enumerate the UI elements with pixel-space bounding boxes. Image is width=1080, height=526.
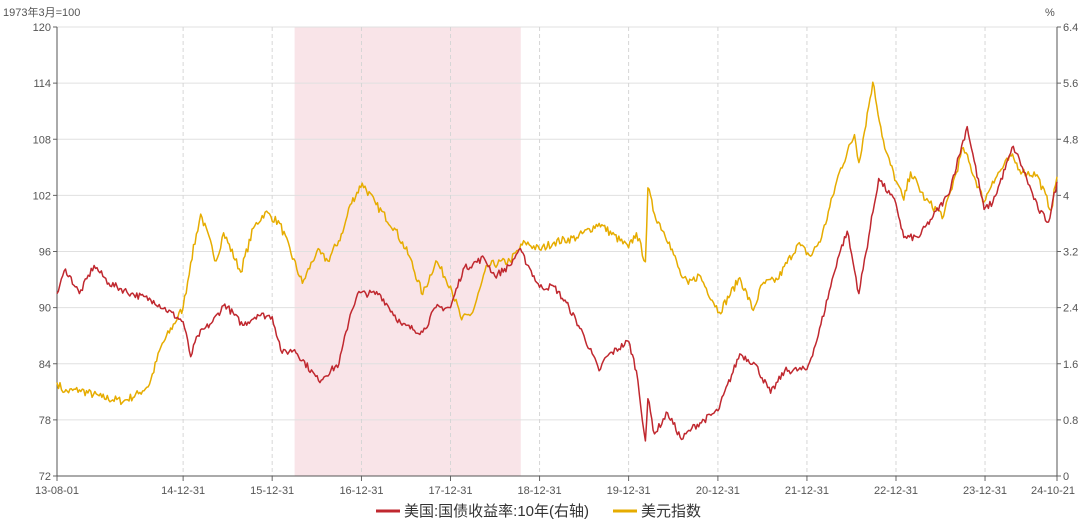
left-tick-label: 84 (39, 359, 51, 371)
series-lines (56, 81, 1058, 442)
left-tick-label: 78 (39, 415, 51, 427)
x-tick-label: 21-12-31 (785, 485, 829, 497)
left-tick-label: 96 (39, 247, 51, 259)
right-tick-label: 5.6 (1063, 78, 1078, 90)
right-tick-label: 4.8 (1063, 134, 1078, 146)
left-axis-unit: 1973年3月=100 (3, 5, 80, 19)
left-tick-label: 102 (33, 190, 51, 202)
legend-label-dollar-index: 美元指数 (641, 503, 701, 520)
right-tick-label: 2.4 (1063, 303, 1078, 315)
left-tick-label: 120 (33, 22, 51, 34)
x-axis-tick-labels: 13-08-01 14-12-31 15-12-31 16-12-31 17-12-31… (35, 485, 1075, 497)
right-tick-label: 3.2 (1063, 247, 1078, 259)
x-tick-label: 20-12-31 (696, 485, 740, 497)
left-tick-label: 114 (33, 78, 51, 90)
right-tick-label: 1.6 (1063, 359, 1078, 371)
x-tick-label: 23-12-31 (963, 485, 1007, 497)
right-tick-label: 0.8 (1063, 415, 1078, 427)
left-tick-label: 90 (39, 303, 51, 315)
series-line-dollar-index (56, 81, 1058, 406)
legend-item-treasury-yield[interactable]: 美国:国债收益率:10年(右轴) (376, 503, 589, 520)
x-tick-label: 13-08-01 (35, 485, 79, 497)
right-tick-label: 6.4 (1063, 22, 1078, 34)
left-axis-tick-labels: 72 78 84 90 96 102 108 114 120 (33, 22, 51, 483)
x-tick-label: 15-12-31 (250, 485, 294, 497)
x-tick-label: 14-12-31 (161, 485, 205, 497)
horizontal-gridlines (53, 26, 1057, 477)
right-tick-label: 4 (1063, 190, 1069, 202)
legend: 美国:国债收益率:10年(右轴) 美元指数 (376, 503, 701, 520)
left-tick-label: 72 (39, 471, 51, 483)
x-tick-label: 18-12-31 (518, 485, 562, 497)
vertical-gridlines (56, 27, 1058, 481)
left-tick-label: 108 (33, 134, 51, 146)
right-axis-tick-labels: 0 0.8 1.6 2.4 3.2 4 4.8 5.6 6.4 (1057, 22, 1078, 483)
series-line-treasury-yield (56, 125, 1058, 442)
legend-label-treasury-yield: 美国:国债收益率:10年(右轴) (404, 503, 589, 520)
x-tick-label: 22-12-31 (874, 485, 918, 497)
x-tick-label: 16-12-31 (339, 485, 383, 497)
legend-item-dollar-index[interactable]: 美元指数 (613, 503, 701, 520)
x-tick-label: 19-12-31 (607, 485, 651, 497)
right-axis-unit: % (1045, 7, 1055, 19)
x-tick-label: 17-12-31 (428, 485, 472, 497)
right-tick-label: 0 (1063, 471, 1069, 483)
x-tick-label: 24-10-21 (1031, 485, 1075, 497)
